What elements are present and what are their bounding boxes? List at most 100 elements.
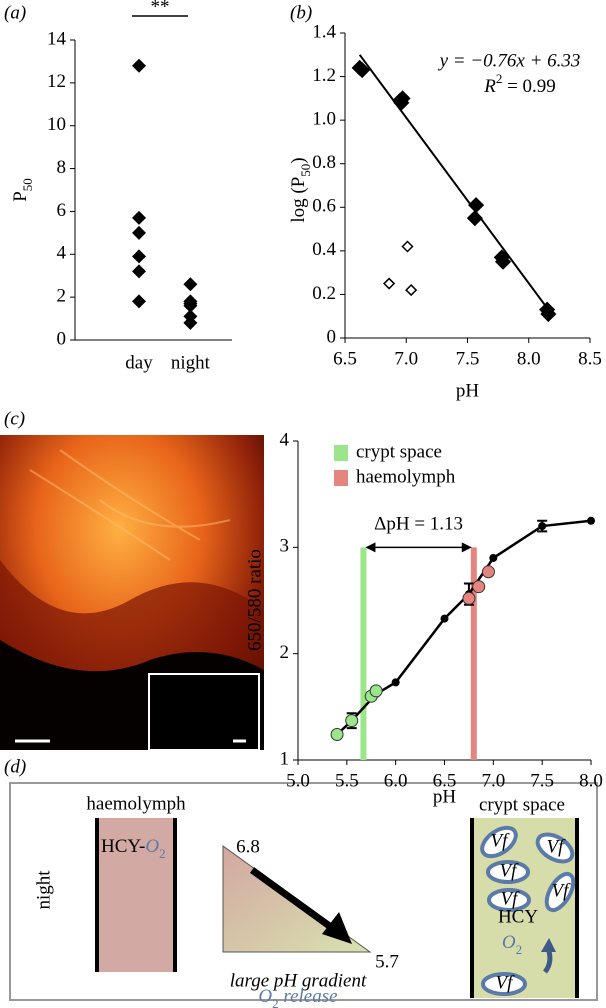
haemolymph-title: haemolymph bbox=[86, 793, 186, 814]
ph-low: 5.7 bbox=[375, 951, 399, 972]
y-axis-title: log (P50) bbox=[288, 157, 313, 222]
y-tick-label: 14 bbox=[47, 28, 67, 49]
legend-swatch bbox=[334, 445, 348, 461]
y-tick-label: 3 bbox=[280, 536, 290, 557]
symbiont-label: Vf bbox=[501, 888, 521, 909]
r-squared-part: R bbox=[483, 76, 496, 97]
curve bbox=[336, 519, 592, 736]
crypt-oxygen: O2 bbox=[502, 932, 522, 957]
fit-line bbox=[358, 54, 550, 311]
y-tick-label: 1.0 bbox=[312, 109, 336, 130]
y-tick-label: 1.4 bbox=[312, 21, 336, 42]
x-tick-label: 5.0 bbox=[286, 770, 310, 791]
x-axis-title: pH bbox=[456, 380, 480, 401]
y-tick-label: 0 bbox=[327, 326, 337, 347]
point bbox=[132, 249, 146, 264]
y-tick-label: 12 bbox=[47, 71, 66, 92]
point bbox=[391, 678, 400, 687]
y-tick-label: 1 bbox=[280, 748, 290, 769]
panel-label: (c) bbox=[4, 408, 25, 429]
point bbox=[383, 277, 396, 290]
release-caption: O2 release bbox=[258, 986, 337, 1008]
x-tick-label: day bbox=[125, 352, 153, 373]
point bbox=[472, 580, 486, 594]
y-tick-label: 8 bbox=[57, 157, 67, 178]
crypt-oxygen-part: O bbox=[502, 932, 516, 953]
ph-band bbox=[360, 547, 367, 760]
point bbox=[440, 614, 449, 623]
y-tick-label: 4 bbox=[280, 429, 290, 450]
haemolymph-content: HCY-O2 bbox=[101, 836, 166, 861]
point bbox=[394, 90, 411, 107]
r-squared-part: = 0.99 bbox=[502, 76, 555, 97]
condition: night bbox=[33, 870, 54, 910]
y-axis-title-part: ) bbox=[288, 157, 309, 163]
point bbox=[462, 591, 476, 605]
y-tick-label: 1.2 bbox=[312, 65, 336, 86]
x-tick-label: 6.5 bbox=[333, 348, 357, 369]
haemolymph-box bbox=[96, 818, 176, 972]
y-tick-label: 2 bbox=[57, 286, 67, 307]
legend-label: crypt space bbox=[356, 441, 442, 462]
point bbox=[132, 294, 146, 309]
panel-label: (a) bbox=[4, 2, 26, 23]
crypt-oxygen-part: 2 bbox=[516, 942, 523, 957]
x-tick-label: 7.0 bbox=[481, 770, 505, 791]
y-axis-title: P50 bbox=[10, 178, 35, 202]
legend-swatch bbox=[334, 470, 348, 486]
point bbox=[183, 298, 198, 313]
y-axis-title: 650/580 ratio bbox=[244, 549, 265, 651]
release-caption-part: 2 bbox=[272, 996, 279, 1008]
x-tick-label: 8.5 bbox=[578, 348, 602, 369]
micrograph bbox=[0, 435, 264, 751]
y-tick-label: 0.4 bbox=[312, 239, 336, 260]
point bbox=[494, 253, 512, 270]
point bbox=[587, 516, 595, 525]
y-tick-label: 0.6 bbox=[312, 196, 336, 217]
x-tick-label: night bbox=[171, 352, 211, 373]
point bbox=[330, 727, 344, 741]
symbiont-cells bbox=[480, 825, 576, 996]
y-axis-title-part: 50 bbox=[20, 178, 35, 191]
y-tick-label: 4 bbox=[57, 243, 67, 264]
point bbox=[183, 277, 198, 292]
point bbox=[132, 58, 146, 73]
point bbox=[183, 315, 198, 330]
symbiont-label: Vf bbox=[552, 880, 572, 901]
y-tick-label: 2 bbox=[280, 642, 290, 663]
haemolymph-content-part: HCY- bbox=[101, 836, 145, 857]
haemolymph-content-part: 2 bbox=[159, 846, 166, 861]
point bbox=[345, 714, 359, 728]
point bbox=[540, 305, 557, 323]
x-tick-label: 5.5 bbox=[335, 770, 359, 791]
r-squared: R2 = 0.99 bbox=[483, 71, 556, 97]
crypt-title: crypt space bbox=[479, 794, 565, 815]
x-tick-label: 6.5 bbox=[433, 770, 457, 791]
crypt-content: HCY bbox=[498, 906, 538, 927]
x-tick-label: 7.5 bbox=[456, 348, 480, 369]
legend-label: haemolymph bbox=[356, 466, 456, 487]
point bbox=[466, 210, 483, 227]
point bbox=[468, 197, 485, 214]
point bbox=[132, 225, 146, 240]
x-tick-label: 8.0 bbox=[517, 348, 541, 369]
x-tick-label: 7.0 bbox=[394, 348, 418, 369]
symbiont-label: Vf bbox=[500, 860, 520, 881]
error-bar bbox=[537, 519, 548, 533]
point bbox=[481, 565, 495, 579]
x-axis-title: pH bbox=[433, 786, 457, 807]
r-squared-part: 2 bbox=[496, 71, 503, 86]
x-tick-label: 7.5 bbox=[530, 770, 554, 791]
diagram-frame bbox=[9, 782, 598, 1001]
point bbox=[132, 264, 146, 279]
y-tick-label: 6 bbox=[57, 200, 67, 221]
point bbox=[369, 684, 383, 698]
y-tick-label: 0.2 bbox=[312, 283, 336, 304]
symbiont-label: Vf bbox=[547, 836, 567, 857]
gradient-caption: large pH gradient bbox=[230, 970, 367, 991]
point bbox=[132, 210, 146, 225]
significance: ** bbox=[151, 0, 170, 17]
symbiont-label: Vf bbox=[491, 830, 511, 851]
point bbox=[401, 240, 414, 253]
y-tick-label: 0 bbox=[57, 328, 67, 349]
